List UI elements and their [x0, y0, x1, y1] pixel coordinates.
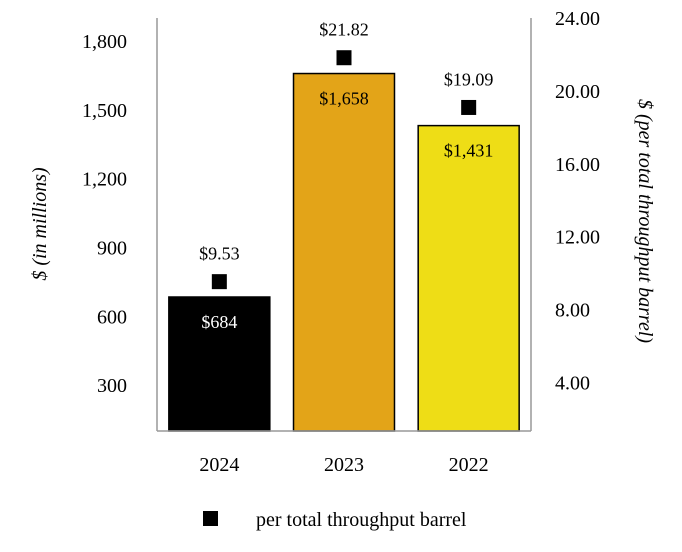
y-tick-right-20: 20.00 [555, 81, 600, 103]
marker-2024 [211, 274, 227, 290]
y-axis-title-right: $ (per total throughput barrel) [634, 99, 656, 343]
bars-group: $684 $1,658 $1,431 [168, 72, 520, 432]
left-tick-labels: 300 600 900 1,200 1,500 1,800 [82, 31, 127, 397]
legend-marker [203, 511, 218, 526]
y-tick-right-12: 12.00 [555, 227, 600, 249]
marker-value-label-2023: $21.82 [319, 20, 369, 40]
x-tick-2024: 2024 [199, 454, 239, 476]
y-tick-right-4: 4.00 [555, 372, 590, 394]
y-tick-right-8: 8.00 [555, 300, 590, 322]
right-tick-labels: 4.00 8.00 12.00 16.00 20.00 24.00 [555, 8, 600, 394]
marker-value-label-2024: $9.53 [199, 244, 240, 264]
x-tick-2022: 2022 [449, 454, 489, 476]
marker-value-label-2022: $19.09 [444, 69, 494, 89]
bar-value-label-2023: $1,658 [319, 89, 369, 109]
x-tick-2023: 2023 [324, 454, 364, 476]
y-tick-left-600: 600 [97, 306, 127, 328]
x-tick-labels: 2024 2023 2022 [199, 454, 488, 476]
y-tick-left-1200: 1,200 [82, 169, 127, 191]
bar-2022 [417, 124, 520, 432]
marker-2023 [336, 50, 352, 66]
y-axis-title-left: $ (in millions) [29, 167, 51, 281]
y-tick-left-1500: 1,500 [82, 100, 127, 122]
y-tick-left-300: 300 [97, 375, 127, 397]
y-tick-left-900: 900 [97, 237, 127, 259]
bar-value-label-2024: $684 [201, 312, 237, 332]
legend-label: per total throughput barrel [256, 509, 467, 531]
marker-2022 [461, 99, 477, 115]
bar-2024 [168, 296, 271, 432]
bar-value-label-2022: $1,431 [444, 141, 494, 161]
y-tick-right-16: 16.00 [555, 154, 600, 176]
bar-2023 [292, 72, 396, 432]
markers-group: $9.53 $21.82 $19.09 [199, 20, 494, 290]
y-tick-right-24: 24.00 [555, 8, 600, 30]
y-tick-left-1800: 1,800 [82, 31, 127, 53]
